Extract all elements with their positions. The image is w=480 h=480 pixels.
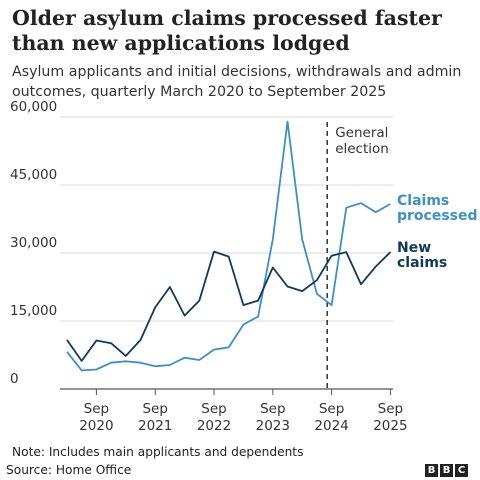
y-tick-label: 0 [10, 371, 19, 387]
y-tick-label: 30,000 [10, 235, 57, 251]
x-tick-label-month: Sep [260, 401, 285, 417]
series-label-claims-processed: Claims [397, 193, 449, 209]
x-tick-label-year: 2023 [256, 418, 290, 434]
series-label-claims-processed: processed [397, 208, 478, 224]
bbc-logo: B B C [425, 464, 468, 477]
series-label-new-claims: claims [397, 255, 447, 271]
chart-source: Source: Home Office [6, 463, 132, 477]
series-label-new-claims: New [397, 240, 431, 256]
x-tick-label-month: Sep [201, 401, 226, 417]
x-tick-label-year: 2021 [138, 418, 172, 434]
x-tick-label-year: 2025 [373, 418, 407, 434]
logo-letter-c: C [455, 464, 468, 477]
y-tick-label: 60,000 [10, 99, 57, 115]
series-line-new-claims [66, 250, 392, 362]
chart-title: Older asylum claims processed faster tha… [12, 6, 442, 55]
x-tick-label-month: Sep [378, 401, 403, 417]
logo-letter-b1: B [425, 464, 438, 477]
x-tick-label-month: Sep [319, 401, 344, 417]
logo-letter-b2: B [440, 464, 453, 477]
x-tick-label-month: Sep [84, 401, 109, 417]
election-annotation-label: General [335, 125, 388, 141]
y-tick-label: 45,000 [10, 167, 57, 183]
chart-subtitle: Asylum applicants and initial decisions,… [12, 64, 462, 100]
y-tick-label: 15,000 [10, 303, 57, 319]
x-tick-label-month: Sep [142, 401, 167, 417]
x-tick-label-year: 2024 [314, 418, 348, 434]
chart-note: Note: Includes main applicants and depen… [12, 445, 304, 459]
x-tick-label-year: 2022 [197, 418, 231, 434]
election-annotation-label: election [335, 141, 389, 157]
x-tick-label-year: 2020 [79, 418, 113, 434]
series-line-claims-processed [66, 120, 391, 372]
